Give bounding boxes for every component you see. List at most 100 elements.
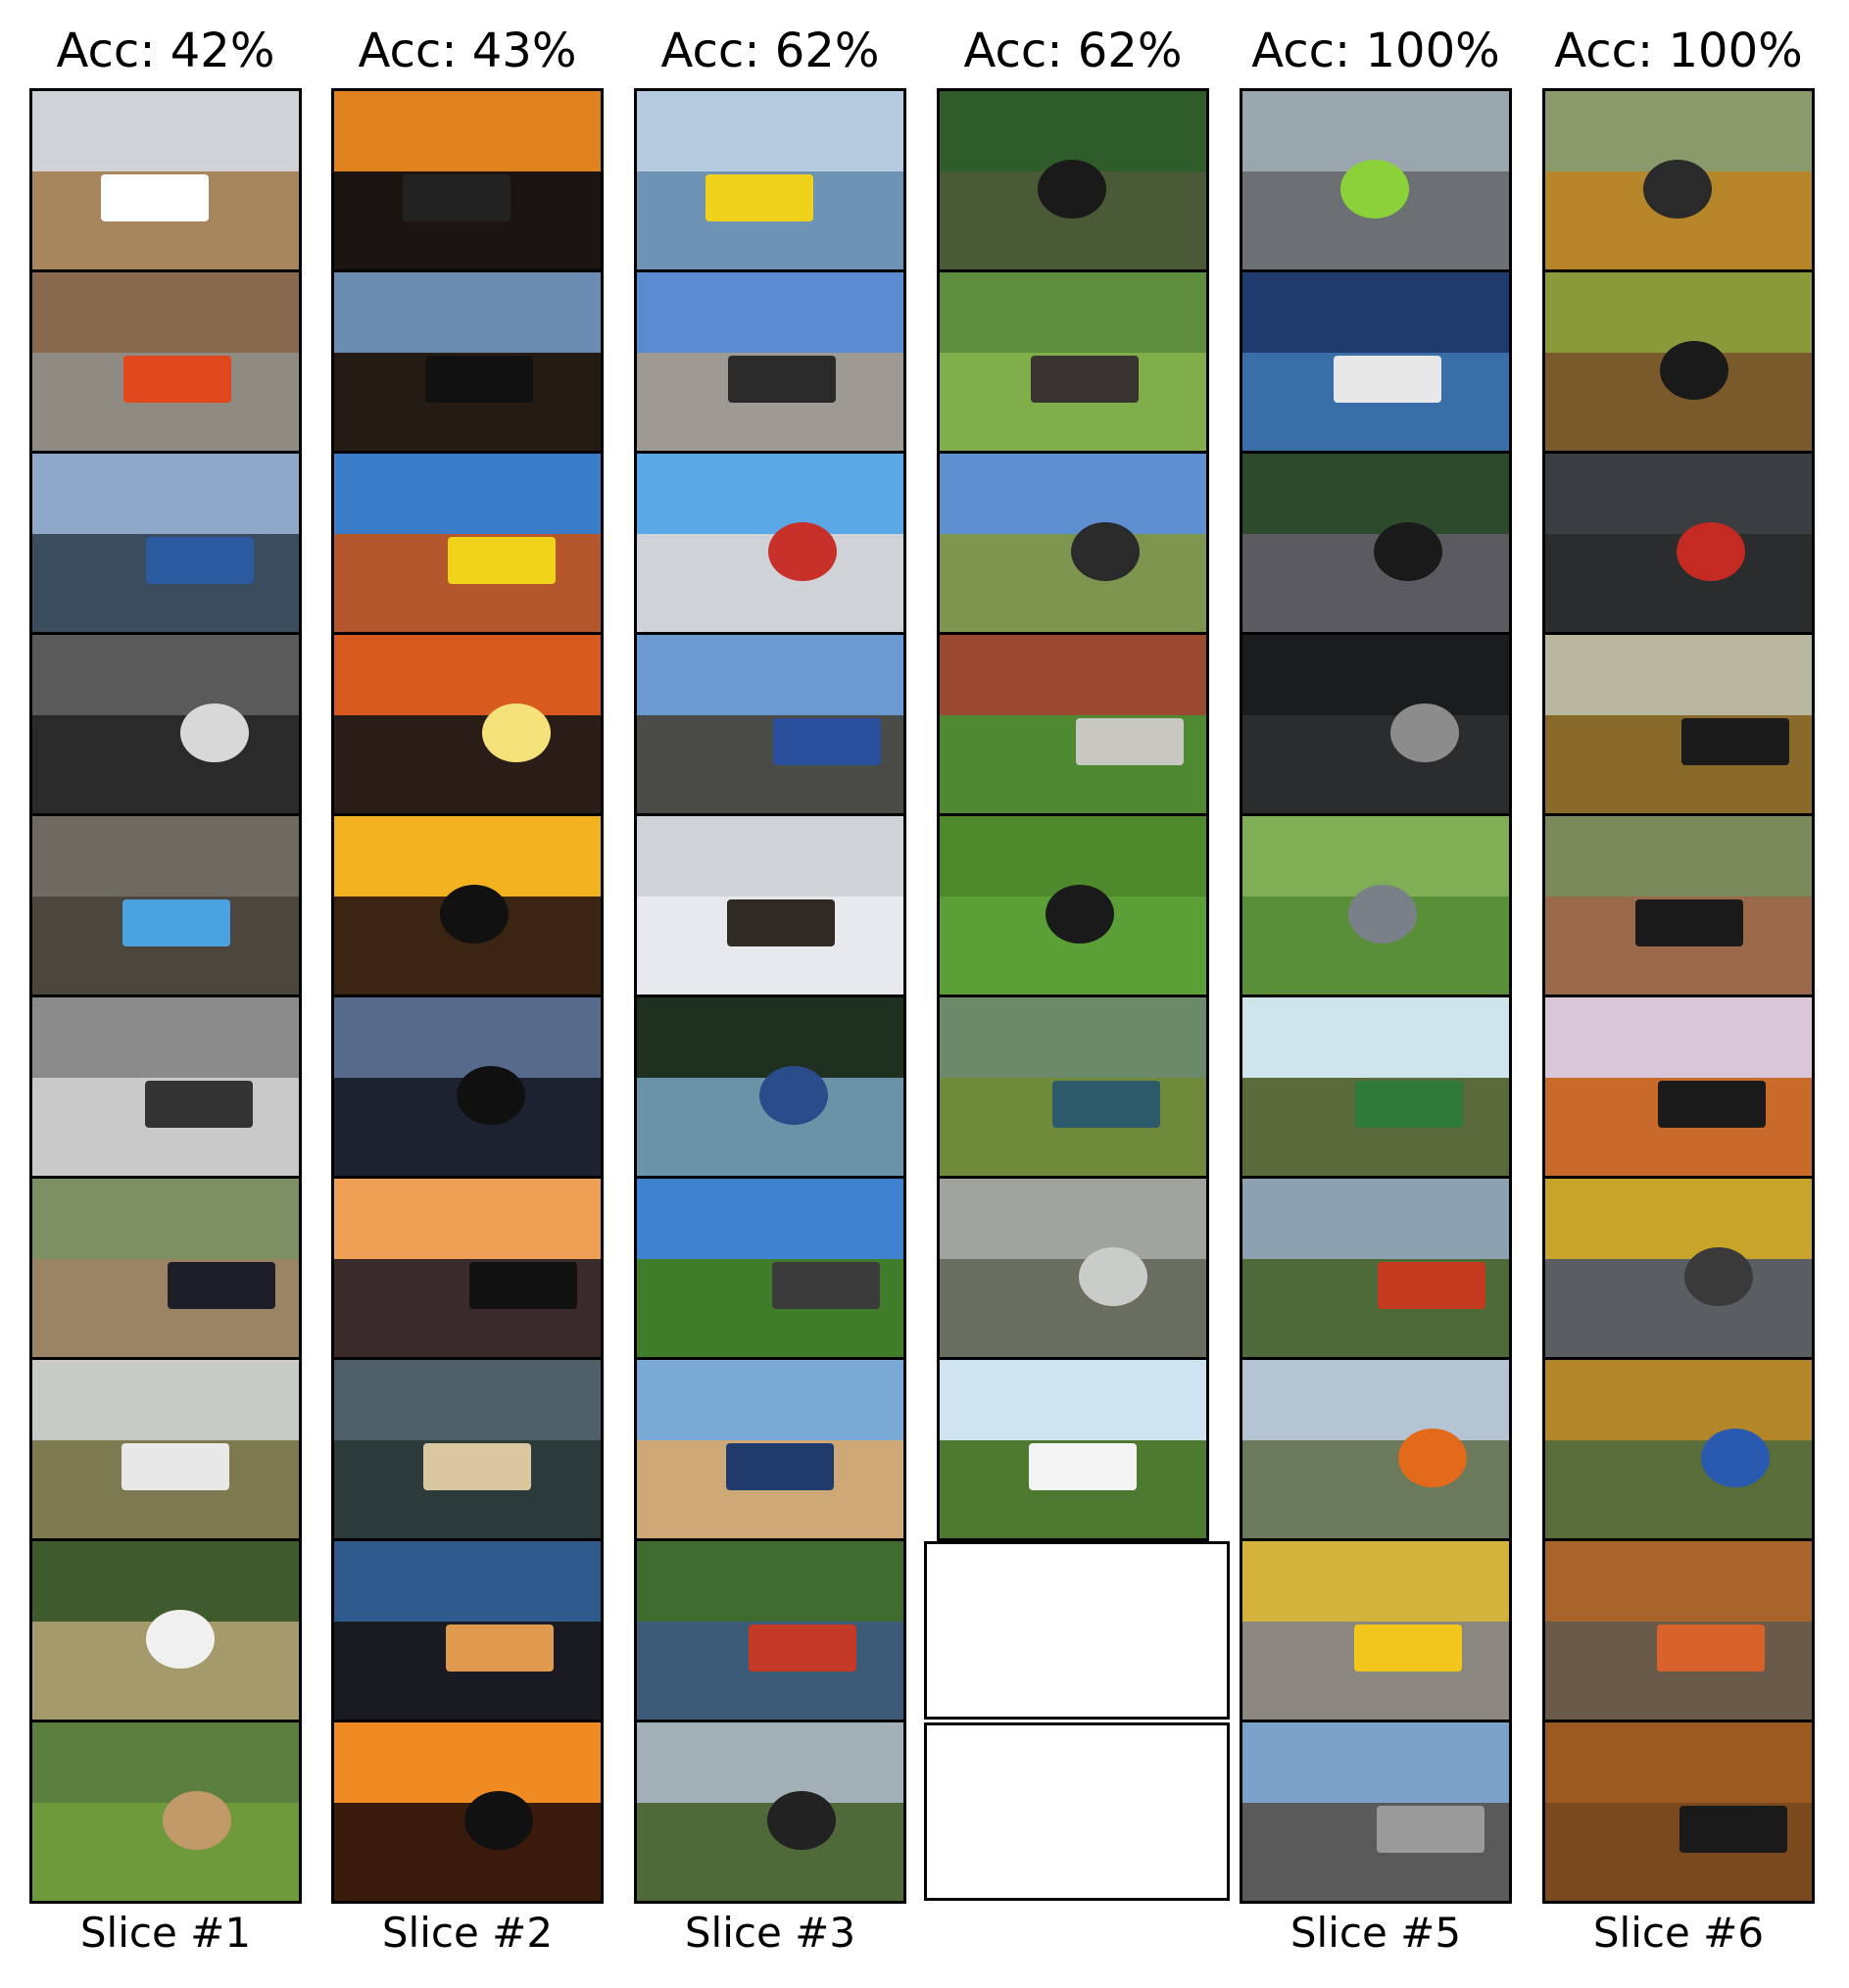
- subject-shape: [768, 522, 837, 581]
- thumbnail-australia-bus-outback: [334, 454, 601, 635]
- thumbnail-stack: [634, 88, 906, 1904]
- slice-label: Slice #6: [1592, 1909, 1765, 1957]
- subject-shape: [469, 1262, 577, 1309]
- thumbnail-truck-sunset: [334, 91, 601, 272]
- thumbnail-foggy-field-trailer: [32, 1360, 299, 1541]
- subject-shape: [772, 1262, 880, 1309]
- subject-shape: [767, 1791, 836, 1850]
- thumbnail-city-dusk-istock: [334, 1541, 601, 1722]
- thumbnail-manor-lawn-cars: [637, 1179, 903, 1360]
- thumbnail-camels-park: [32, 1722, 299, 1901]
- thumbnail-motorcycle-road-blur: [1242, 454, 1509, 635]
- thumbnail-fire-trucks-harbor: [637, 1541, 903, 1722]
- thumbnail-cyclist-yellow-sky: [334, 816, 601, 997]
- subject-shape: [1660, 341, 1728, 400]
- subject-shape: [145, 1081, 253, 1128]
- thumbnail-stack: [937, 88, 1209, 1541]
- thumbnail-burned-hillside-truck: [32, 91, 299, 272]
- thumbnail-woman-motorcycle-forest: [32, 1179, 299, 1360]
- thumbnail-friends-bikes-sunset: [334, 1722, 601, 1901]
- thumbnail-cyclist-country-road: [637, 1722, 903, 1901]
- thumbnail-locomotive-snow: [637, 816, 903, 997]
- subject-shape: [1374, 522, 1442, 581]
- subject-shape: [168, 1262, 275, 1309]
- thumbnail-locomotive-autumn-forest: [1545, 1722, 1812, 1901]
- accuracy-label: Acc: 62%: [660, 24, 880, 78]
- thumbnail-scooter-rainy-night: [1242, 272, 1509, 454]
- thumbnail-zebra-dirt-road: [32, 1541, 299, 1722]
- thumbnail-child-scooter-road: [1545, 1179, 1812, 1360]
- subject-shape: [448, 537, 556, 584]
- thumbnail-bus-police-scene: [637, 635, 903, 816]
- subject-shape: [464, 1791, 533, 1850]
- thumbnail-stack: [29, 88, 302, 1904]
- subject-shape: [749, 1624, 856, 1672]
- thumbnail-car-reflection-sunset: [334, 1179, 601, 1360]
- thumbnail-child-balance-bike: [1545, 1360, 1812, 1541]
- accuracy-label: Acc: 42%: [56, 24, 275, 78]
- slice-label: Slice #5: [1289, 1909, 1462, 1957]
- thumbnail-orange-van-autumn: [1545, 1541, 1812, 1722]
- subject-shape: [1071, 522, 1140, 581]
- thumbnail-yellow-van-cobblestone: [1242, 1541, 1509, 1722]
- subject-shape: [1701, 1429, 1770, 1487]
- accuracy-label: Acc: 43%: [358, 24, 577, 78]
- thumbnail-car-on-rocks-tree: [940, 1360, 1206, 1538]
- subject-shape: [1377, 1806, 1484, 1853]
- thumbnail-garden-shed-bikes: [940, 635, 1206, 816]
- subject-shape: [1079, 1247, 1147, 1306]
- subject-shape: [727, 899, 835, 946]
- thumbnail-bicycle-grass: [1242, 816, 1509, 997]
- thumbnail-pickup-beach-sand: [637, 1360, 903, 1541]
- thumbnail-motorcycle-river-splash: [637, 997, 903, 1179]
- thumbnail-vehicle-beach-horizon: [637, 272, 903, 454]
- subject-shape: [728, 356, 836, 403]
- subject-shape: [1657, 1624, 1765, 1672]
- slice-column: Acc: 100% Slice #6: [1542, 0, 1815, 1988]
- subject-shape: [1355, 1081, 1463, 1128]
- empty-thumbnail-slot: [924, 1541, 1230, 1720]
- thumbnail-truck-pool-flood: [32, 816, 299, 997]
- thumbnail-train-silhouette-dusk: [334, 272, 601, 454]
- subject-shape: [1390, 703, 1459, 762]
- subject-shape: [1046, 885, 1114, 944]
- subject-shape: [1348, 885, 1417, 944]
- thumbnail-bike-silhouette-night: [334, 997, 601, 1179]
- thumbnail-jeep-orange-dusk: [334, 635, 601, 816]
- thumbnail-kids-scooters-palms: [637, 454, 903, 635]
- subject-shape: [446, 1624, 554, 1672]
- thumbnail-cyclist-mountain-view: [1242, 1360, 1509, 1541]
- subject-shape: [482, 703, 551, 762]
- thumbnail-man-mobility-scooter: [1545, 816, 1812, 997]
- subject-shape: [1052, 1081, 1160, 1128]
- subject-shape: [1334, 356, 1441, 403]
- thumbnail-woman-car-rapids: [32, 454, 299, 635]
- thumbnail-bike-forest-ruins: [940, 91, 1206, 272]
- slice-column: Acc: 100% Slice #5: [1240, 0, 1512, 1988]
- subject-shape: [1029, 1443, 1137, 1490]
- empty-thumbnail-slot: [924, 1722, 1230, 1901]
- subject-shape: [180, 703, 249, 762]
- thumbnail-skeleton-motorcycle-bw: [32, 635, 299, 816]
- thumbnail-red-scooter-cobblestone: [32, 272, 299, 454]
- slice-column: Acc: 62%: [924, 0, 1230, 1988]
- thumbnail-stack: [1240, 88, 1512, 1904]
- subject-shape: [423, 1443, 531, 1490]
- subject-shape: [163, 1791, 231, 1850]
- subject-shape: [146, 537, 254, 584]
- subject-shape: [1677, 522, 1745, 581]
- subject-shape: [1684, 1247, 1753, 1306]
- slice-label: Slice #1: [79, 1909, 252, 1957]
- thumbnail-cyclists-city-street: [1242, 91, 1509, 272]
- slice-column: Acc: 62% Slice #3: [634, 0, 906, 1988]
- subject-shape: [403, 174, 511, 221]
- slice-column: Acc: 43% Slice #2: [331, 0, 604, 1988]
- subject-shape: [1635, 899, 1743, 946]
- thumbnail-flooded-street-bw: [32, 997, 299, 1179]
- subject-shape: [425, 356, 533, 403]
- accuracy-label: Acc: 62%: [963, 24, 1183, 78]
- subject-shape: [146, 1610, 215, 1669]
- subject-shape: [706, 174, 813, 221]
- thumbnail-passenger-train-curve: [1242, 997, 1509, 1179]
- thumbnail-bike-green-bushes: [940, 816, 1206, 997]
